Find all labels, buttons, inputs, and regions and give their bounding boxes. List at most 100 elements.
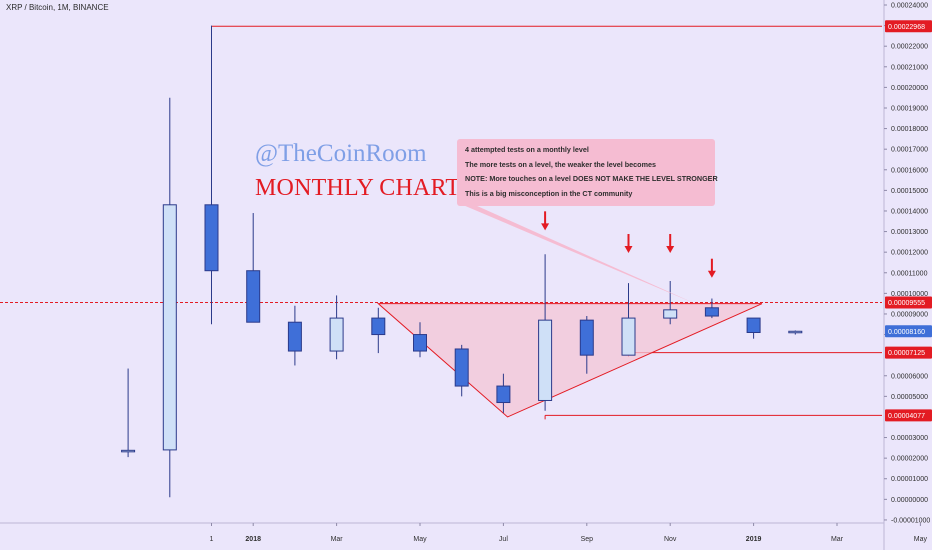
candle <box>204 25 219 325</box>
y-tick-label: 0.00001000 <box>891 476 928 483</box>
candle <box>621 283 636 356</box>
x-tick-label: 2018 <box>245 536 261 543</box>
candle <box>579 316 594 374</box>
y-tick-label: 0.00022000 <box>891 44 928 51</box>
note-box: 4 attempted tests on a monthly level The… <box>457 139 718 206</box>
x-tick-label: Sep <box>581 536 594 543</box>
candle-body <box>371 317 386 336</box>
price-tag <box>885 296 932 309</box>
y-tick-label: 0.00012000 <box>891 250 928 257</box>
y-tick-label: 0.00011000 <box>891 270 928 277</box>
candle-body <box>246 270 261 323</box>
candle <box>746 317 761 339</box>
y-axis-ticks: 0.000240000.000230000.000220000.00021000… <box>884 3 930 524</box>
x-tick-label: Mar <box>331 536 344 543</box>
y-tick-label: 0.00024000 <box>891 3 928 10</box>
candle-body <box>746 317 761 334</box>
chart-headline: MONTHLY CHART <box>255 175 461 201</box>
watermark-text: @TheCoinRoom <box>255 140 427 167</box>
y-tick-label: 0.00003000 <box>891 435 928 442</box>
candle-body <box>121 449 136 453</box>
price-tag-label: 0.00008160 <box>888 329 925 336</box>
arrow-head <box>541 223 550 231</box>
y-tick-label: 0.00015000 <box>891 188 928 195</box>
arrow-head <box>666 245 675 253</box>
candle <box>329 295 344 360</box>
symbol-header: XRP / Bitcoin, 1M, BINANCE <box>6 3 109 12</box>
y-tick-label: 0.00019000 <box>891 105 928 112</box>
candle <box>454 344 469 397</box>
y-tick-label: 0.00013000 <box>891 229 928 236</box>
down-arrow-icon <box>666 233 675 253</box>
candle <box>121 368 136 458</box>
x-tick-label: Nov <box>664 536 677 543</box>
price-tag-label: 0.00022968 <box>888 24 925 31</box>
candle <box>538 254 553 411</box>
note-line: This is a big misconception in the CT co… <box>465 188 633 198</box>
price-tag <box>885 20 932 33</box>
y-tick-label: 0.00006000 <box>891 373 928 380</box>
candle-body <box>162 204 177 451</box>
arrow-head <box>707 270 716 278</box>
candle-body <box>496 385 511 404</box>
note-pointer <box>463 205 696 304</box>
candle <box>371 307 386 354</box>
candle <box>287 305 302 366</box>
note-line: 4 attempted tests on a monthly level <box>465 145 589 154</box>
y-tick-label: -0.00001000 <box>891 517 930 524</box>
candle <box>162 97 177 498</box>
arrow-head <box>624 245 633 253</box>
axes <box>0 0 885 550</box>
x-tick-label: May <box>413 536 427 543</box>
triangle-pattern <box>376 303 763 418</box>
x-tick-label: May <box>914 536 928 543</box>
y-tick-label: 0.00000000 <box>891 497 928 504</box>
candle-body <box>538 319 553 401</box>
down-arrow-icon <box>707 258 716 278</box>
x-tick-label: Mar <box>831 536 844 543</box>
price-tags: 0.00022968 0.00009555 0.00008160 0.00007125… <box>885 20 932 422</box>
candle <box>496 373 511 413</box>
note-line: NOTE: More touches on a level DOES NOT M… <box>465 174 718 183</box>
candle-body <box>579 319 594 356</box>
candle-body <box>454 348 469 387</box>
pattern-triangle <box>376 303 763 418</box>
candle <box>663 281 678 325</box>
y-tick-label: 0.00002000 <box>891 456 928 463</box>
candle <box>413 322 427 358</box>
price-tag-label: 0.00009555 <box>888 300 925 307</box>
candle-body <box>663 309 678 319</box>
y-tick-label: 0.00009000 <box>891 311 928 318</box>
candle <box>788 330 803 335</box>
candle-body <box>413 334 427 352</box>
x-axis-ticks: 12018MarMayJulSepNov2019MarMayJulSepNov2… <box>210 523 928 543</box>
level-lines <box>0 25 882 420</box>
x-tick-label: 1 <box>210 536 214 543</box>
price-tag-label: 0.00007125 <box>888 350 925 357</box>
price-tag <box>885 409 932 422</box>
y-tick-label: 0.00014000 <box>891 208 928 215</box>
candle-body <box>204 204 219 272</box>
candle-body <box>704 307 719 317</box>
candles <box>121 25 803 498</box>
x-tick-label: 2019 <box>746 536 762 543</box>
y-tick-label: 0.00005000 <box>891 394 928 401</box>
candle-body <box>621 317 636 356</box>
candle-body <box>329 317 344 352</box>
candle-body <box>788 330 803 334</box>
price-tag <box>885 325 932 338</box>
y-tick-label: 0.00010000 <box>891 291 928 298</box>
y-tick-label: 0.00020000 <box>891 85 928 92</box>
down-arrow-icon <box>624 233 633 253</box>
price-tag <box>885 346 932 359</box>
y-tick-label: 0.00017000 <box>891 147 928 154</box>
y-tick-label: 0.00021000 <box>891 64 928 71</box>
candle <box>246 213 261 323</box>
candle-body <box>287 321 302 352</box>
price-tag-label: 0.00004077 <box>888 413 925 420</box>
candle <box>704 298 719 319</box>
down-arrow-icon <box>541 211 550 231</box>
test-arrows <box>541 211 716 278</box>
